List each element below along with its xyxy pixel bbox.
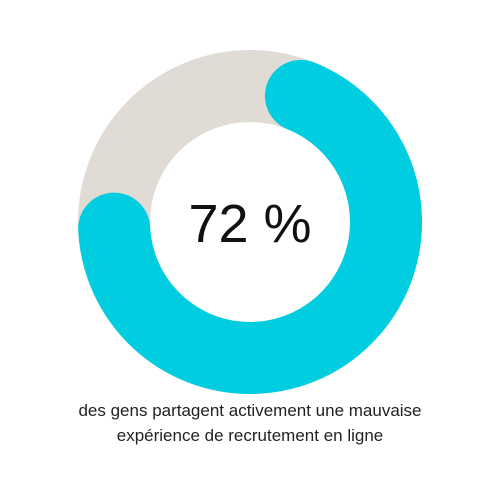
center-percentage: 72 % xyxy=(188,194,311,254)
donut-segment-value xyxy=(78,59,422,394)
chart-caption: des gens partagent activement une mauvai… xyxy=(78,401,422,445)
